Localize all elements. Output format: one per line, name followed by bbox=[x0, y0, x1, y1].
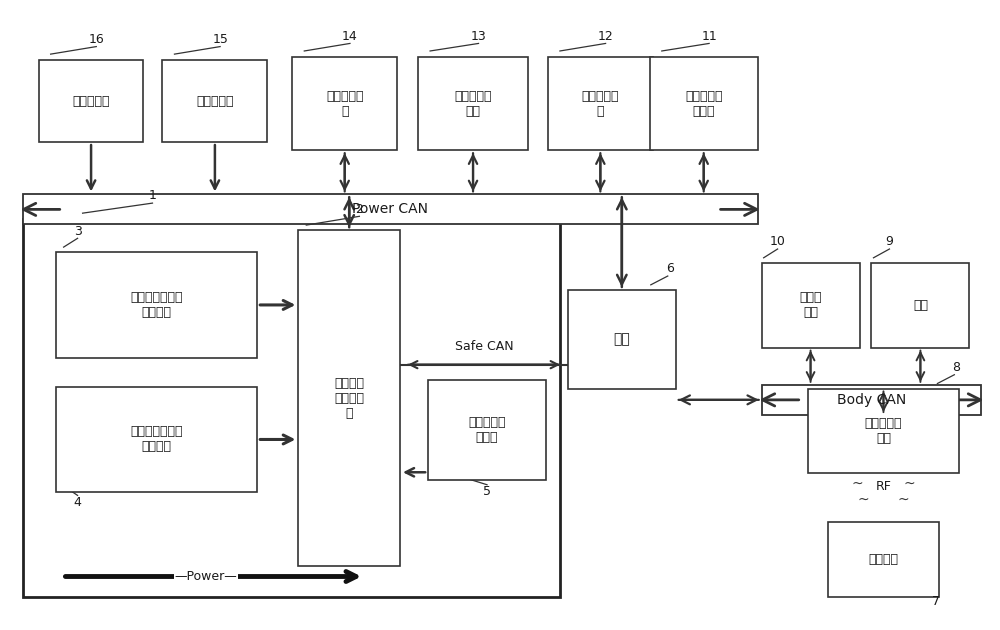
Text: 电子换挡系
统: 电子换挡系 统 bbox=[582, 90, 619, 118]
FancyBboxPatch shape bbox=[292, 57, 397, 151]
Text: 车身稳定系
统: 车身稳定系 统 bbox=[326, 90, 363, 118]
Text: 3: 3 bbox=[74, 225, 82, 238]
Text: 8: 8 bbox=[952, 361, 960, 374]
Text: 仪表: 仪表 bbox=[913, 299, 928, 312]
Text: Power CAN: Power CAN bbox=[352, 202, 428, 216]
Text: 6: 6 bbox=[666, 263, 674, 275]
Text: 13: 13 bbox=[471, 30, 486, 43]
Text: 7: 7 bbox=[932, 595, 940, 608]
FancyBboxPatch shape bbox=[548, 57, 653, 151]
FancyBboxPatch shape bbox=[871, 263, 969, 348]
Bar bbox=[23, 194, 758, 224]
Text: Body CAN: Body CAN bbox=[837, 393, 906, 407]
Text: 12: 12 bbox=[598, 30, 613, 43]
Text: 2: 2 bbox=[355, 203, 363, 215]
Text: 网关: 网关 bbox=[613, 333, 630, 347]
FancyBboxPatch shape bbox=[418, 57, 528, 151]
FancyBboxPatch shape bbox=[56, 387, 257, 492]
FancyBboxPatch shape bbox=[762, 263, 860, 348]
Bar bbox=[23, 219, 560, 597]
Text: Safe CAN: Safe CAN bbox=[455, 340, 513, 353]
FancyBboxPatch shape bbox=[828, 522, 939, 597]
Text: 转角传感器: 转角传感器 bbox=[72, 94, 110, 108]
Text: ~: ~ bbox=[852, 477, 863, 491]
FancyBboxPatch shape bbox=[650, 57, 758, 151]
FancyBboxPatch shape bbox=[56, 252, 257, 358]
Text: 4: 4 bbox=[74, 496, 82, 509]
FancyBboxPatch shape bbox=[298, 230, 400, 566]
Text: 1: 1 bbox=[149, 190, 156, 202]
Text: 车载显
示器: 车载显 示器 bbox=[799, 291, 822, 319]
Text: 发动机管理
系统: 发动机管理 系统 bbox=[454, 90, 492, 118]
Text: 自动泊车系
统开关: 自动泊车系 统开关 bbox=[468, 416, 506, 444]
FancyBboxPatch shape bbox=[39, 60, 143, 142]
Text: 自动泊车
系统控制
器: 自动泊车 系统控制 器 bbox=[334, 377, 364, 420]
Text: 变速器系统: 变速器系统 bbox=[196, 94, 234, 108]
Text: 电动助力转
向系统: 电动助力转 向系统 bbox=[685, 90, 722, 118]
Text: 自动泊车系统超
声波雷达: 自动泊车系统超 声波雷达 bbox=[130, 291, 183, 319]
FancyBboxPatch shape bbox=[428, 381, 546, 479]
Text: 11: 11 bbox=[701, 30, 717, 43]
Text: 智能钥匙: 智能钥匙 bbox=[868, 553, 898, 566]
Text: 15: 15 bbox=[212, 33, 228, 46]
FancyBboxPatch shape bbox=[162, 60, 267, 142]
Text: 智能车身控
制器: 智能车身控 制器 bbox=[865, 417, 902, 445]
FancyBboxPatch shape bbox=[808, 389, 959, 473]
FancyBboxPatch shape bbox=[568, 290, 676, 389]
Text: 9: 9 bbox=[886, 236, 893, 248]
Text: ~: ~ bbox=[858, 492, 869, 506]
Bar bbox=[762, 385, 981, 415]
Text: —Power—: —Power— bbox=[175, 570, 237, 583]
Text: ~: ~ bbox=[898, 492, 909, 506]
Text: 14: 14 bbox=[342, 30, 358, 43]
Text: ~: ~ bbox=[904, 477, 915, 491]
Text: 10: 10 bbox=[770, 236, 786, 248]
Text: 16: 16 bbox=[88, 33, 104, 46]
Text: 自动泊车系统高
清摄像头: 自动泊车系统高 清摄像头 bbox=[130, 425, 183, 454]
Text: RF: RF bbox=[876, 480, 891, 493]
Text: 5: 5 bbox=[483, 485, 491, 498]
